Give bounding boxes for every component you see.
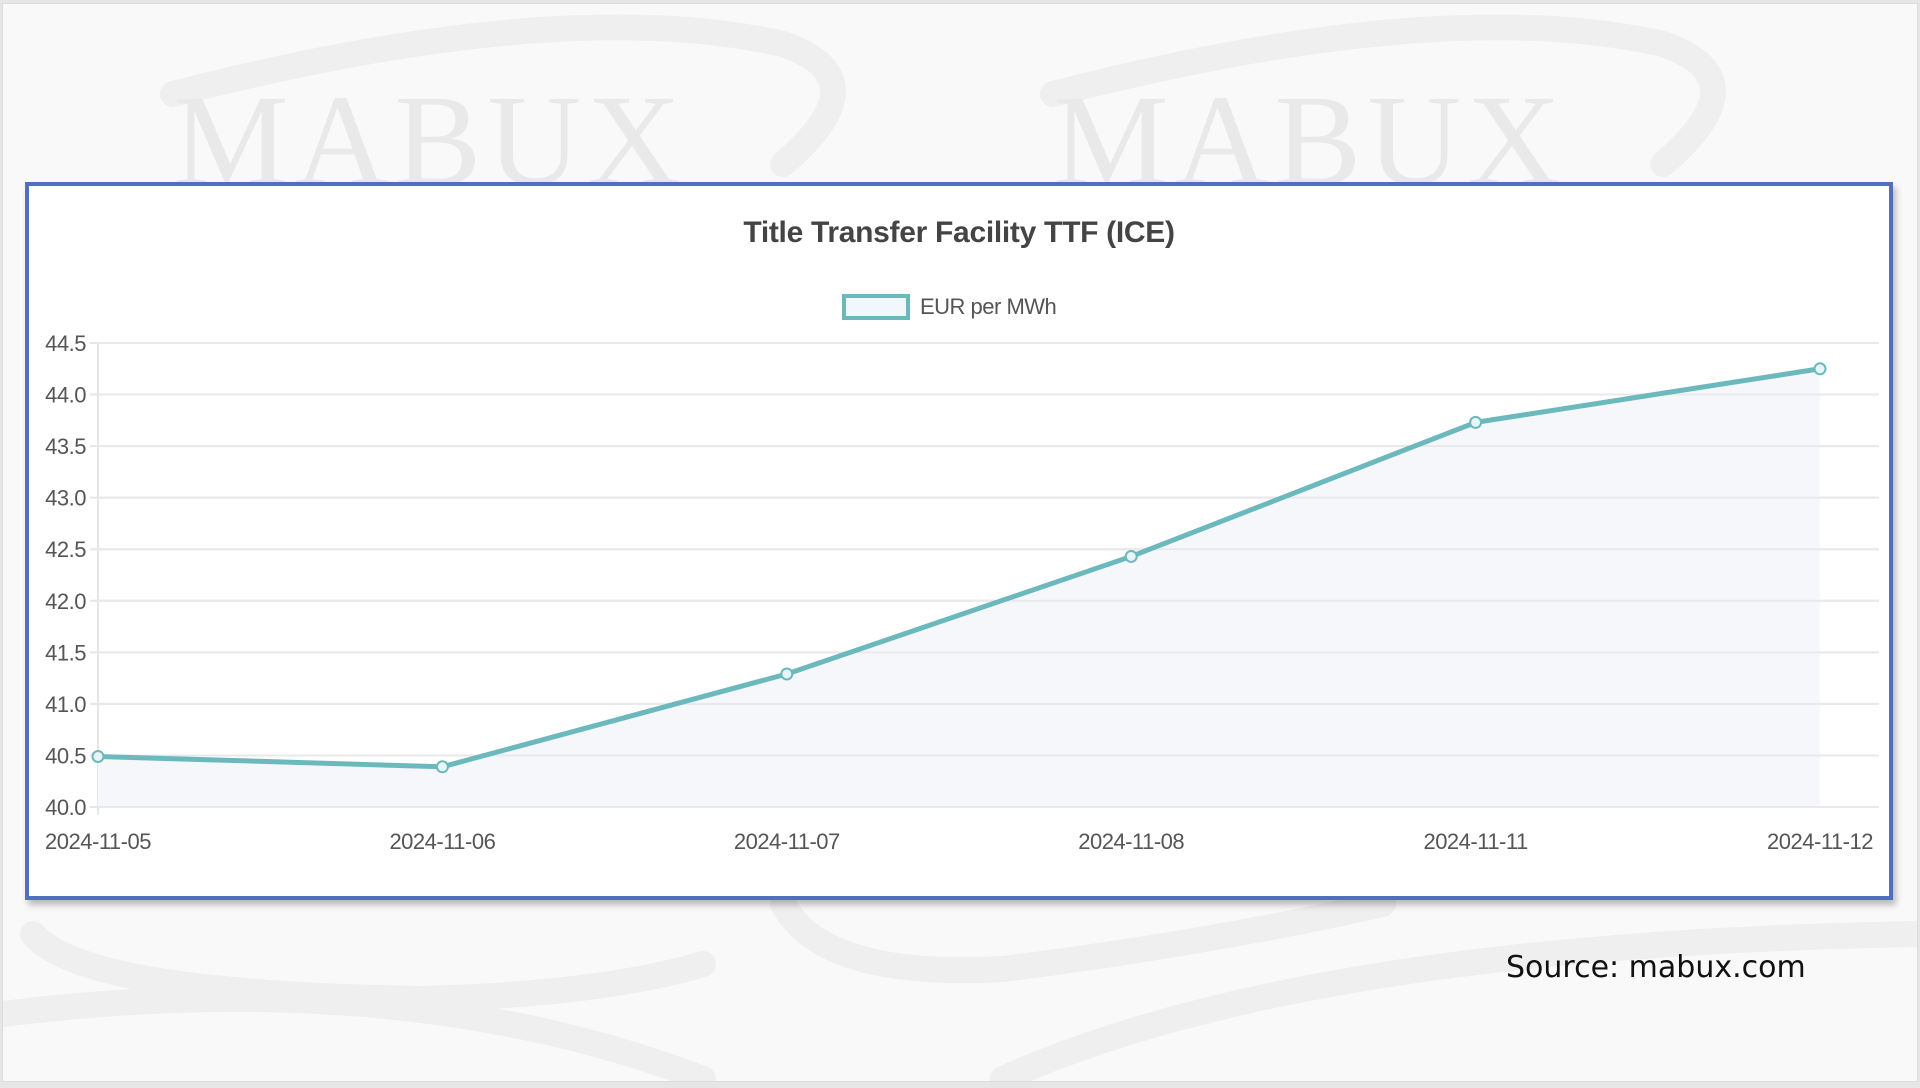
x-tick-label: 2024-11-11 [1423,829,1528,854]
x-tick-label: 2024-11-07 [734,829,840,854]
x-tick-label: 2024-11-06 [389,829,495,854]
y-tick-label: 43.5 [45,434,86,459]
y-tick-label: 44.0 [45,383,86,408]
x-tick-label: 2024-11-08 [1078,829,1184,854]
y-tick-label: 42.0 [45,589,86,614]
data-point[interactable] [91,749,105,763]
series-line [97,366,1821,770]
area-fill [98,368,1820,807]
line-chart-plot: 40.0 40.5 41.0 41.5 42.0 42.5 43.0 43.5 44.0 44.5… [45,331,1879,854]
y-tick-label: 41.0 [45,692,86,717]
chart-title: Title Transfer Facility TTF (ICE) [743,216,1175,249]
y-tick-label: 44.5 [45,331,86,356]
y-tick-label: 42.5 [45,537,86,562]
legend-swatch-icon [842,294,910,320]
source-caption: Source: mabux.com [1506,950,1806,985]
data-point[interactable] [780,667,794,681]
legend-label: EUR per MWh [920,294,1057,319]
y-tick-label: 40.0 [45,795,86,820]
data-point[interactable] [1124,549,1138,563]
data-point[interactable] [435,760,449,774]
data-point[interactable] [1813,362,1827,376]
chart-container: Title Transfer Facility TTF (ICE) EUR pe… [25,182,1893,900]
y-tick-label: 43.0 [45,486,86,511]
y-tick-label: 40.5 [45,743,86,768]
y-tick-label: 41.5 [45,640,86,665]
data-point[interactable] [1469,415,1483,429]
x-tick-label: 2024-11-12 [1767,829,1873,854]
chart-legend[interactable]: EUR per MWh [842,294,1057,320]
x-tick-label: 2024-11-05 [45,829,151,854]
